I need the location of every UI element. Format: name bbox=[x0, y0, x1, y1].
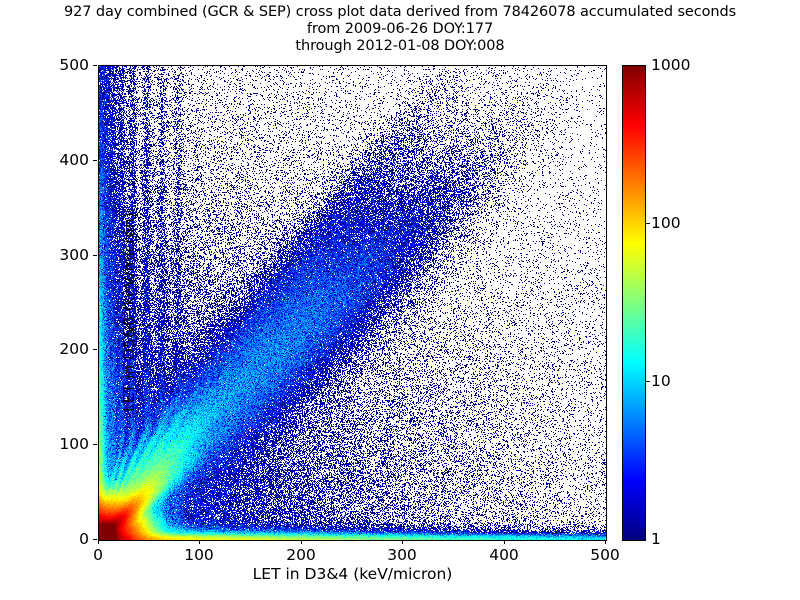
y-axis-tick bbox=[93, 255, 97, 256]
y-axis-tick-label: 0 bbox=[79, 530, 89, 548]
x-axis-tick-label: 200 bbox=[286, 546, 316, 564]
x-axis-tick-label: 100 bbox=[184, 546, 214, 564]
y-axis-tick bbox=[93, 444, 97, 445]
chart-title: 927 day combined (GCR & SEP) cross plot … bbox=[0, 4, 800, 55]
y-axis-tick bbox=[93, 539, 97, 540]
x-axis-tick bbox=[301, 540, 302, 544]
colorbar[interactable] bbox=[622, 65, 646, 541]
colorbar-tick-label: 100 bbox=[651, 214, 681, 232]
title-line-1: 927 day combined (GCR & SEP) cross plot … bbox=[63, 4, 737, 20]
y-axis-tick-label: 200 bbox=[59, 340, 89, 358]
y-axis-label: LET in D5&6 (keV/micron) bbox=[120, 212, 138, 412]
colorbar-gradient bbox=[623, 66, 645, 540]
x-axis-tick-label: 500 bbox=[590, 546, 620, 564]
y-axis-tick-label: 300 bbox=[59, 246, 89, 264]
colorbar-tick-label: 10 bbox=[651, 372, 671, 390]
colorbar-tick-label: 1000 bbox=[651, 56, 691, 74]
colorbar-tick-label: 1 bbox=[651, 530, 661, 548]
colorbar-tick bbox=[645, 223, 650, 224]
x-axis-tick-label: 300 bbox=[387, 546, 417, 564]
x-axis-tick bbox=[98, 540, 99, 544]
x-axis-tick bbox=[199, 540, 200, 544]
density-heatmap bbox=[99, 66, 606, 540]
x-axis-tick bbox=[605, 540, 606, 544]
y-axis-tick bbox=[93, 65, 97, 66]
y-axis-tick bbox=[93, 349, 97, 350]
x-axis-tick bbox=[504, 540, 505, 544]
colorbar-tick bbox=[645, 381, 650, 382]
x-axis-tick bbox=[402, 540, 403, 544]
title-line-2: from 2009-06-26 DOY:177 bbox=[306, 21, 494, 37]
y-axis-tick-label: 100 bbox=[59, 435, 89, 453]
x-axis-tick-label: 0 bbox=[93, 546, 103, 564]
y-axis-tick bbox=[93, 160, 97, 161]
plot-area[interactable] bbox=[98, 65, 607, 541]
y-axis-tick-label: 500 bbox=[59, 56, 89, 74]
y-axis-tick-label: 400 bbox=[59, 151, 89, 169]
x-axis-tick-label: 400 bbox=[489, 546, 519, 564]
title-line-3: through 2012-01-08 DOY:008 bbox=[295, 38, 505, 54]
x-axis-label: LET in D3&4 (keV/micron) bbox=[252, 565, 453, 583]
